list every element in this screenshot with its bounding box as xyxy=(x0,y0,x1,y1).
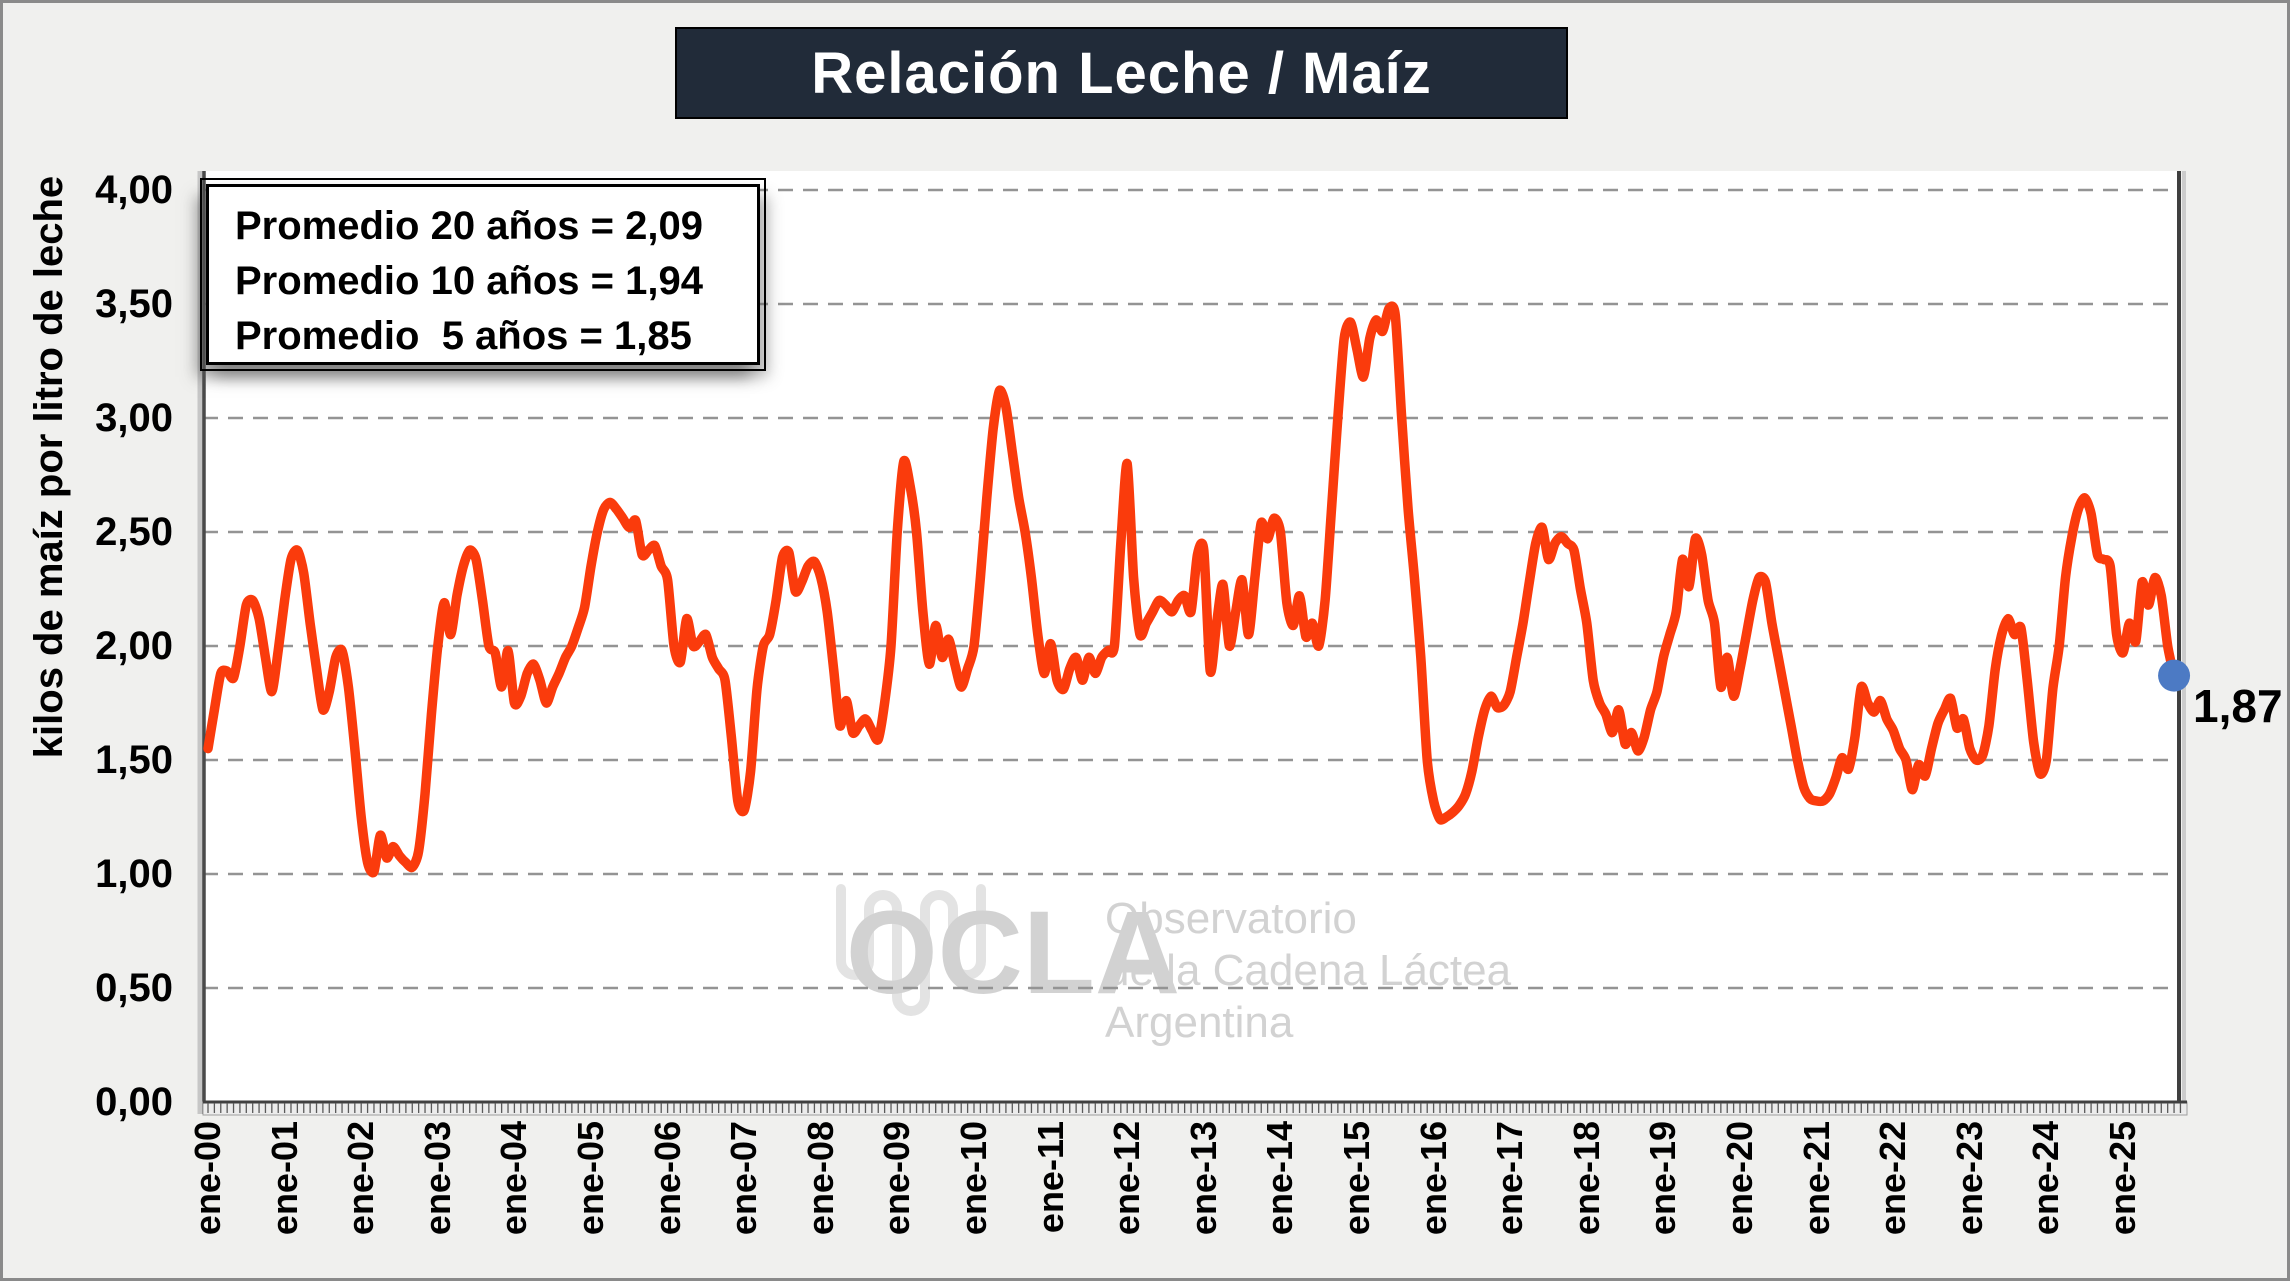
watermark-acronym: OCLA xyxy=(846,887,1180,1019)
x-axis-tick-label: ene-05 xyxy=(569,1121,611,1236)
y-axis-tick-label: 3,00 xyxy=(95,396,173,440)
x-axis-tick-label: ene-01 xyxy=(263,1121,305,1236)
x-axis-tick-label: ene-13 xyxy=(1182,1121,1224,1236)
watermark-line1: Observatorio xyxy=(1105,894,1357,943)
x-axis-tick-label: ene-04 xyxy=(493,1121,535,1236)
chart-title: Relación Leche / Maíz xyxy=(811,40,1432,106)
x-axis-tick-label: ene-14 xyxy=(1259,1121,1301,1236)
average-20y-label: Promedio 20 años = 2,09 xyxy=(235,204,703,248)
x-axis-tick-label: ene-17 xyxy=(1489,1121,1531,1236)
x-axis-tick-label: ene-19 xyxy=(1642,1121,1684,1236)
y-axis-tick-label: 3,50 xyxy=(95,282,173,326)
data-series-line xyxy=(203,301,2179,878)
y-axis-tick-label: 4,00 xyxy=(95,168,173,212)
y-axis-tick-label: 2,00 xyxy=(95,624,173,668)
x-axis-tick-label: ene-00 xyxy=(187,1121,228,1236)
x-axis-tick-label: ene-18 xyxy=(1565,1121,1607,1236)
x-axis-tick-label: ene-16 xyxy=(1412,1121,1454,1236)
x-axis-tick-label: ene-02 xyxy=(340,1121,382,1236)
y-axis-title: kilos de maíz por litro de leche xyxy=(27,175,71,759)
x-axis-tick-label: ene-08 xyxy=(799,1121,841,1236)
last-point-marker xyxy=(2158,659,2191,692)
ocla-watermark: OCLA Observatorio de la Cadena Láctea Ar… xyxy=(836,884,1512,1047)
x-axis-tick-label: ene-11 xyxy=(1029,1121,1071,1234)
x-axis-tick-label: ene-22 xyxy=(1872,1121,1914,1236)
x-axis-tick-label: ene-09 xyxy=(876,1121,918,1236)
chart-title-banner: Relación Leche / Maíz xyxy=(675,27,1568,119)
y-axis-tick-label: 1,00 xyxy=(95,852,173,896)
x-axis-tick-label: ene-21 xyxy=(1795,1121,1837,1236)
x-axis-tick-label: ene-25 xyxy=(2101,1121,2143,1236)
last-value-label: 1,87 xyxy=(2193,680,2283,732)
y-axis-tick-label: 0,50 xyxy=(95,966,173,1010)
plot-area: OCLA Observatorio de la Cadena Láctea Ar… xyxy=(197,171,2191,1116)
averages-box: Promedio 20 años = 2,09 Promedio 10 años… xyxy=(200,178,766,371)
y-axis-tick-label: 1,50 xyxy=(95,738,173,782)
average-10y-label: Promedio 10 años = 1,94 xyxy=(235,259,703,303)
y-axis-tick-label: 0,00 xyxy=(95,1080,173,1124)
average-5y-label: Promedio 5 años = 1,85 xyxy=(235,314,692,358)
x-axis-tick-label: ene-10 xyxy=(952,1121,994,1236)
x-axis-tick-label: ene-12 xyxy=(1106,1121,1148,1236)
watermark-line3: Argentina xyxy=(1105,998,1294,1047)
x-axis-tick-label: ene-15 xyxy=(1335,1121,1377,1236)
x-axis-tick-label: ene-06 xyxy=(646,1121,688,1236)
x-axis-minor-ticks xyxy=(207,1103,2182,1113)
x-axis-tick-label: ene-20 xyxy=(1718,1121,1760,1236)
x-axis-tick-label: ene-03 xyxy=(416,1121,458,1236)
x-axis-tick-label: ene-24 xyxy=(2025,1121,2067,1236)
y-axis-tick-label: 2,50 xyxy=(95,510,173,554)
x-axis-tick-label: ene-07 xyxy=(723,1121,765,1236)
milk-wave-icon xyxy=(836,884,986,1016)
x-axis-tick-label: ene-23 xyxy=(1948,1121,1990,1236)
